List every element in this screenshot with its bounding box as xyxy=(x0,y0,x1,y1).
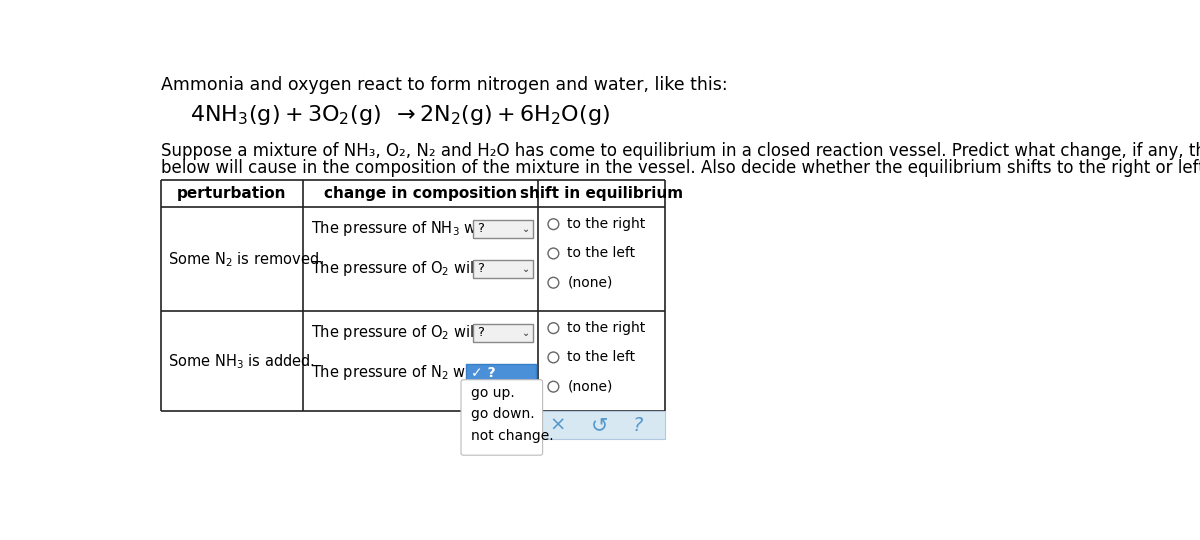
Text: to the left: to the left xyxy=(568,350,635,365)
Text: $\rightarrow$: $\rightarrow$ xyxy=(391,103,415,123)
Circle shape xyxy=(548,219,559,230)
Text: (none): (none) xyxy=(568,380,613,394)
FancyBboxPatch shape xyxy=(538,411,665,439)
Text: to the right: to the right xyxy=(568,217,646,231)
Text: not change.: not change. xyxy=(472,429,553,443)
Circle shape xyxy=(548,278,559,288)
Circle shape xyxy=(548,352,559,363)
Text: Some $\mathrm{N_2}$ is removed.: Some $\mathrm{N_2}$ is removed. xyxy=(168,250,324,268)
FancyBboxPatch shape xyxy=(473,220,533,238)
FancyBboxPatch shape xyxy=(473,260,533,278)
Text: ?: ? xyxy=(478,326,484,339)
Text: ⌄: ⌄ xyxy=(522,224,530,234)
Text: ⌄: ⌄ xyxy=(522,328,530,338)
Text: ×: × xyxy=(550,416,565,435)
Text: to the left: to the left xyxy=(568,246,635,260)
Text: The pressure of $\mathrm{O_2}$ will: The pressure of $\mathrm{O_2}$ will xyxy=(311,259,478,278)
Text: The pressure of $\mathrm{O_2}$ will: The pressure of $\mathrm{O_2}$ will xyxy=(311,323,478,342)
Text: $\mathregular{2N_2(g)+6H_2O(g)}$: $\mathregular{2N_2(g)+6H_2O(g)}$ xyxy=(419,103,610,127)
Text: Some $\mathrm{NH_3}$ is added.: Some $\mathrm{NH_3}$ is added. xyxy=(168,352,316,370)
Text: Suppose a mixture of NH₃, O₂, N₂ and H₂O has come to equilibrium in a closed rea: Suppose a mixture of NH₃, O₂, N₂ and H₂O… xyxy=(161,142,1200,160)
Text: ?: ? xyxy=(478,222,484,235)
FancyBboxPatch shape xyxy=(473,323,533,342)
Text: ?: ? xyxy=(478,262,484,275)
Text: $\mathregular{4NH_3(g)+3O_2(g)}$: $\mathregular{4NH_3(g)+3O_2(g)}$ xyxy=(190,103,380,127)
Text: go up.: go up. xyxy=(472,386,515,400)
Text: (none): (none) xyxy=(568,276,613,289)
Text: The pressure of $\mathrm{NH_3}$ will: The pressure of $\mathrm{NH_3}$ will xyxy=(311,219,488,238)
Text: ↺: ↺ xyxy=(590,415,608,435)
Text: to the right: to the right xyxy=(568,321,646,335)
Circle shape xyxy=(548,248,559,259)
Text: perturbation: perturbation xyxy=(178,186,287,201)
Text: go down.: go down. xyxy=(472,407,535,421)
Text: ⌄: ⌄ xyxy=(522,264,530,274)
Text: change in composition: change in composition xyxy=(324,186,517,201)
Text: shift in equilibrium: shift in equilibrium xyxy=(520,186,683,201)
Text: below will cause in the composition of the mixture in the vessel. Also decide wh: below will cause in the composition of t… xyxy=(161,159,1200,177)
Text: Ammonia and oxygen react to form nitrogen and water, like this:: Ammonia and oxygen react to form nitroge… xyxy=(161,76,727,94)
Text: ✓ ?: ✓ ? xyxy=(472,366,496,380)
Text: The pressure of $\mathrm{N_2}$ will: The pressure of $\mathrm{N_2}$ will xyxy=(311,363,478,382)
Text: ?: ? xyxy=(632,416,643,435)
FancyBboxPatch shape xyxy=(467,363,535,382)
Circle shape xyxy=(548,381,559,392)
Circle shape xyxy=(548,323,559,334)
FancyBboxPatch shape xyxy=(461,380,542,455)
